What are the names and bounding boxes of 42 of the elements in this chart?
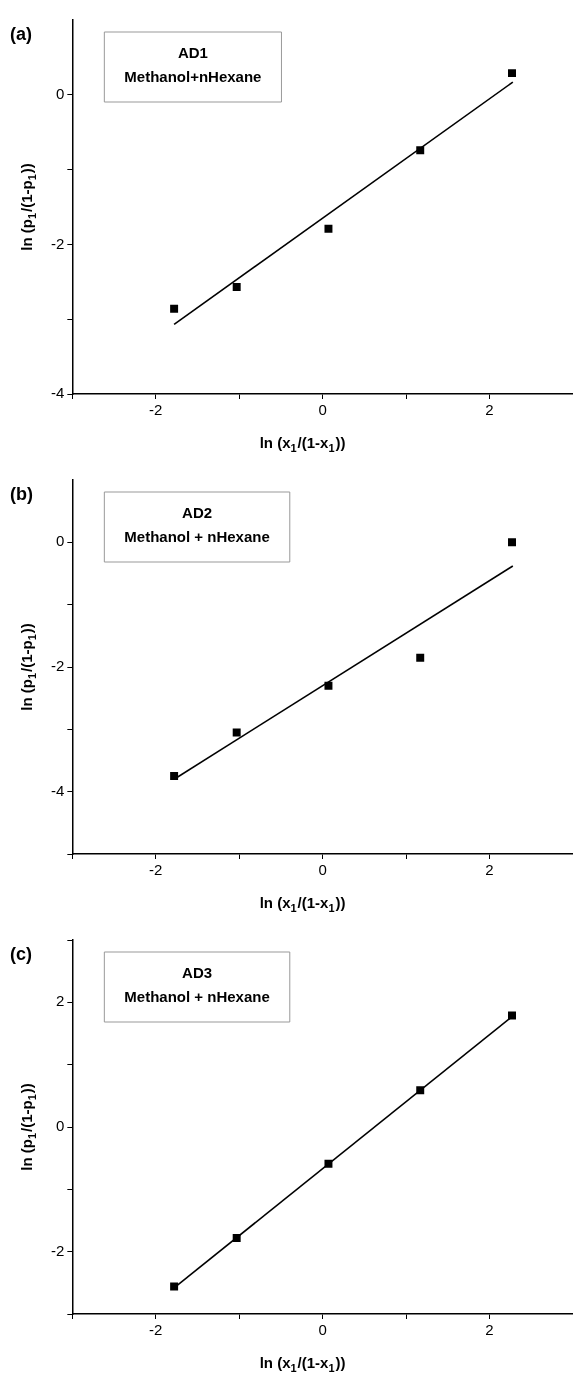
y-tick-label: -2 bbox=[50, 657, 65, 675]
annotation: AD3 Methanol + nHexane bbox=[124, 964, 270, 1006]
x-tick-label: 2 bbox=[485, 861, 494, 879]
text: (b) bbox=[10, 483, 33, 504]
x-tick-label: 2 bbox=[485, 401, 494, 419]
y-tick-label: -2 bbox=[50, 234, 65, 252]
point bbox=[324, 681, 333, 690]
point bbox=[324, 224, 333, 233]
x-tick-label: 0 bbox=[318, 861, 327, 879]
point bbox=[232, 1233, 241, 1242]
text: (a) bbox=[10, 23, 32, 44]
y-tick-label: 0 bbox=[55, 84, 65, 102]
point bbox=[416, 146, 425, 155]
x-tick-label: 0 bbox=[318, 401, 327, 419]
point bbox=[170, 1282, 179, 1291]
x-tick-label: 0 bbox=[318, 1321, 327, 1339]
x-tick-label: -2 bbox=[149, 401, 163, 419]
x-tick-label: -2 bbox=[149, 1321, 163, 1339]
y-tick-label: 2 bbox=[55, 992, 65, 1010]
point bbox=[170, 304, 179, 313]
point bbox=[508, 1011, 516, 1020]
point bbox=[170, 772, 179, 781]
annotation: AD2 Methanol + nHexane bbox=[124, 504, 270, 546]
y-axis-title: ln (p1/(1-p1)) bbox=[18, 623, 38, 711]
point bbox=[508, 69, 516, 78]
x-tick-label: -2 bbox=[149, 861, 163, 879]
y-tick-label: -4 bbox=[50, 781, 65, 799]
y-tick-label: 0 bbox=[55, 532, 65, 550]
y-tick-label: -2 bbox=[50, 1241, 65, 1259]
y-axis-title: ln (p1/(1-p1)) bbox=[18, 1083, 38, 1171]
y-tick-label: -4 bbox=[50, 384, 65, 402]
point bbox=[508, 538, 516, 547]
point bbox=[232, 728, 241, 737]
point bbox=[416, 653, 425, 662]
annotation: AD1 Methanol+nHexane bbox=[124, 44, 262, 86]
x-tick-label: 2 bbox=[485, 1321, 494, 1339]
point bbox=[416, 1086, 425, 1095]
point bbox=[232, 283, 241, 292]
text: (c) bbox=[10, 943, 32, 964]
y-tick-label: 0 bbox=[55, 1117, 65, 1135]
point bbox=[324, 1159, 333, 1168]
y-axis-title: ln (p1/(1-p1)) bbox=[18, 163, 38, 251]
